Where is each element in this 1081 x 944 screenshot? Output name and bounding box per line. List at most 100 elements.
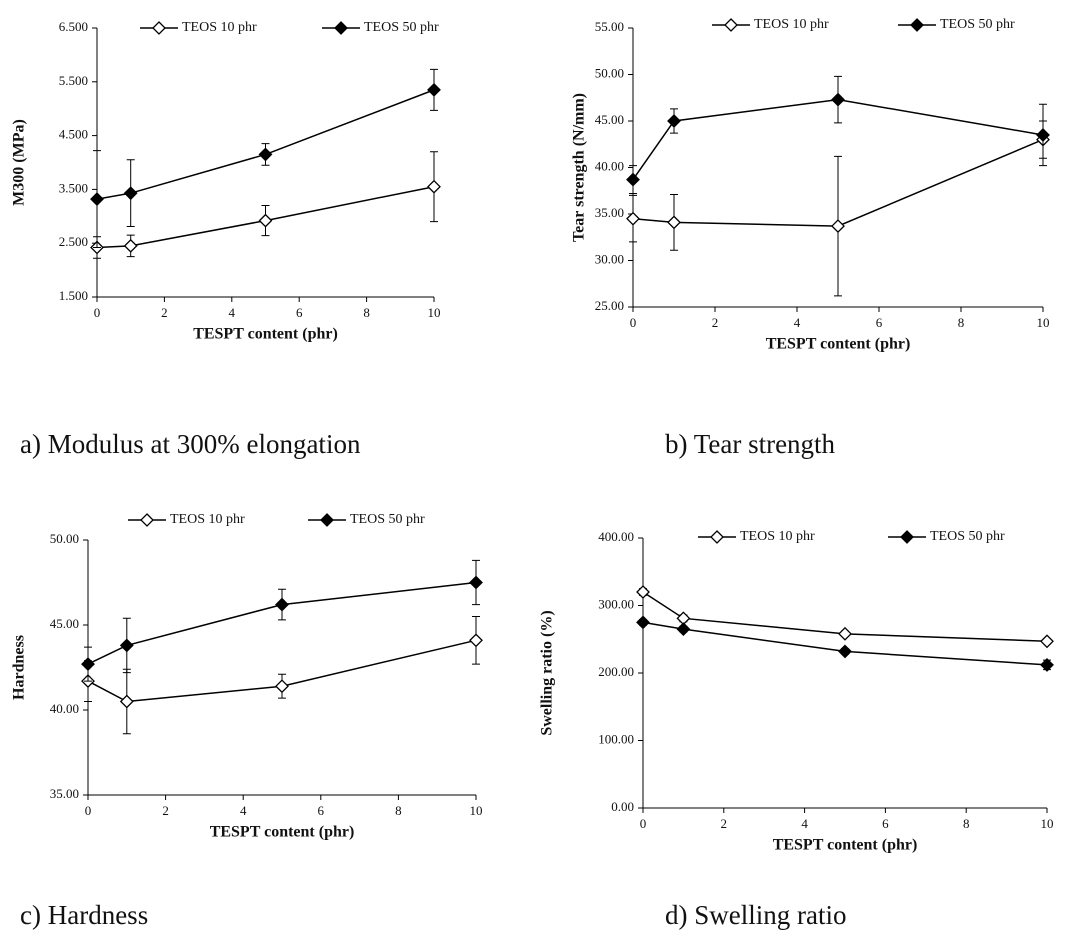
data-point: [258, 213, 273, 228]
x-tick-label: 4: [229, 305, 236, 320]
y-tick-label: 4.500: [59, 127, 88, 142]
data-point: [258, 147, 273, 162]
series-line: [632, 138, 1044, 227]
y-tick-label: 5.500: [59, 73, 88, 88]
data-point: [119, 694, 134, 709]
chart-panel: 25.00 30.00 35.00 40.00 45.00 50.00 55.00 0 2 4 6 8…: [571, 17, 1050, 459]
x-tick-label: 2: [161, 305, 168, 320]
data-point: [90, 192, 104, 207]
legend-label: TEOS 50 phr: [930, 529, 1005, 544]
legend-label: TEOS 50 phr: [350, 512, 425, 527]
x-tick-label: 0: [630, 315, 637, 330]
series-line: [87, 639, 477, 703]
y-axis-title: Hardness: [11, 635, 28, 700]
series-line: [96, 89, 435, 200]
y-tick-label: 40.00: [50, 701, 79, 716]
data-point: [626, 211, 640, 226]
y-tick-label: 50.00: [595, 65, 624, 80]
data-point: [626, 172, 640, 187]
y-tick-label: 400.00: [598, 529, 634, 544]
data-point: [469, 575, 483, 590]
data-point: [667, 114, 681, 128]
x-axis-title: TESPT content (phr): [773, 837, 918, 854]
caption: b) Tear strength: [665, 429, 836, 459]
data-point: [275, 597, 289, 612]
x-tick-label: 8: [963, 816, 970, 831]
data-point: [1036, 128, 1050, 142]
series-line: [642, 591, 1048, 643]
chart-panel: 0.00 100.00 200.00 300.00 400.00 0 2 4 6 8 10 TESPT…: [539, 529, 1054, 930]
legend-marker: [900, 530, 914, 544]
legend-label: TEOS 10 phr: [754, 17, 829, 32]
x-tick-label: 10: [428, 305, 441, 320]
y-tick-label: 6.500: [59, 19, 88, 34]
data-point: [831, 219, 845, 234]
x-tick-label: 2: [712, 315, 719, 330]
x-tick-label: 4: [240, 803, 247, 818]
x-tick-label: 4: [794, 315, 801, 330]
data-point: [636, 585, 650, 599]
legend-label: TEOS 50 phr: [364, 20, 439, 35]
data-point: [427, 82, 441, 97]
y-tick-label: 30.00: [595, 251, 624, 266]
y-tick-label: 100.00: [598, 731, 634, 746]
x-tick-label: 0: [94, 305, 101, 320]
y-tick-label: 40.00: [595, 158, 624, 173]
y-tick-label: 45.00: [50, 616, 79, 631]
data-point: [1040, 657, 1054, 672]
y-tick-label: 300.00: [598, 596, 634, 611]
x-tick-label: 10: [1037, 315, 1050, 330]
legend-label: TEOS 50 phr: [940, 17, 1015, 32]
x-tick-label: 0: [85, 803, 92, 818]
x-tick-label: 2: [162, 803, 169, 818]
caption: d) Swelling ratio: [665, 900, 846, 930]
x-tick-label: 6: [882, 816, 889, 831]
data-point: [676, 622, 691, 637]
data-point: [667, 215, 681, 230]
y-tick-label: 55.00: [595, 19, 624, 34]
series-line: [632, 98, 1044, 181]
x-tick-label: 6: [296, 305, 303, 320]
x-tick-label: 2: [721, 816, 728, 831]
x-axis-title: TESPT content (phr): [766, 336, 911, 353]
x-tick-label: 10: [1041, 816, 1054, 831]
y-tick-label: 25.00: [595, 298, 624, 313]
x-axis-title: TESPT content (phr): [193, 326, 338, 343]
legend-label: TEOS 10 phr: [182, 20, 257, 35]
y-tick-label: 1.500: [59, 288, 88, 303]
legend-marker: [334, 21, 348, 35]
y-axis-title: M300 (MPa): [11, 119, 28, 206]
legend-label: TEOS 10 phr: [170, 512, 245, 527]
y-axis-title: Tear strength (N/mm): [571, 93, 588, 242]
y-tick-label: 0.00: [611, 799, 634, 814]
data-point: [123, 238, 138, 253]
x-tick-label: 6: [318, 803, 325, 818]
y-axis-title: Swelling ratio (%): [539, 610, 556, 735]
x-tick-label: 4: [801, 816, 808, 831]
caption: c) Hardness: [20, 900, 148, 930]
data-point: [123, 186, 138, 201]
data-point: [275, 679, 289, 694]
data-point: [1040, 634, 1054, 649]
x-tick-label: 10: [470, 803, 483, 818]
series-line: [87, 581, 477, 665]
x-tick-label: 8: [363, 305, 370, 320]
data-point: [119, 638, 134, 653]
x-tick-label: 6: [876, 315, 883, 330]
data-point: [81, 657, 95, 672]
series-line: [642, 621, 1048, 666]
series-line: [96, 185, 435, 249]
caption: a) Modulus at 300% elongation: [20, 429, 361, 459]
x-tick-label: 0: [640, 816, 647, 831]
y-tick-label: 50.00: [50, 531, 79, 546]
data-point: [469, 633, 483, 648]
legend-label: TEOS 10 phr: [740, 529, 815, 544]
legend-marker: [140, 513, 154, 527]
y-tick-label: 3.500: [59, 180, 88, 195]
legend-marker: [910, 18, 924, 32]
legend-marker: [724, 18, 738, 32]
legend-marker: [710, 530, 724, 544]
data-point: [838, 626, 852, 641]
